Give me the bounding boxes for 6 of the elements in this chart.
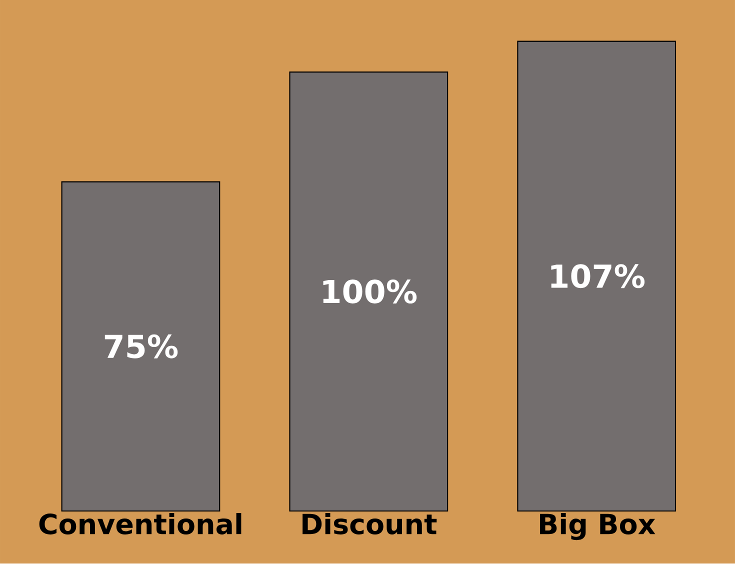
data-label: 75% bbox=[104, 334, 178, 359]
data-label: 100% bbox=[323, 280, 417, 304]
x-tick-label: Conventional bbox=[39, 513, 242, 535]
x-tick-label: Discount bbox=[302, 513, 437, 535]
data-label: 107% bbox=[551, 264, 645, 288]
x-tick-label: Big Box bbox=[540, 513, 656, 540]
